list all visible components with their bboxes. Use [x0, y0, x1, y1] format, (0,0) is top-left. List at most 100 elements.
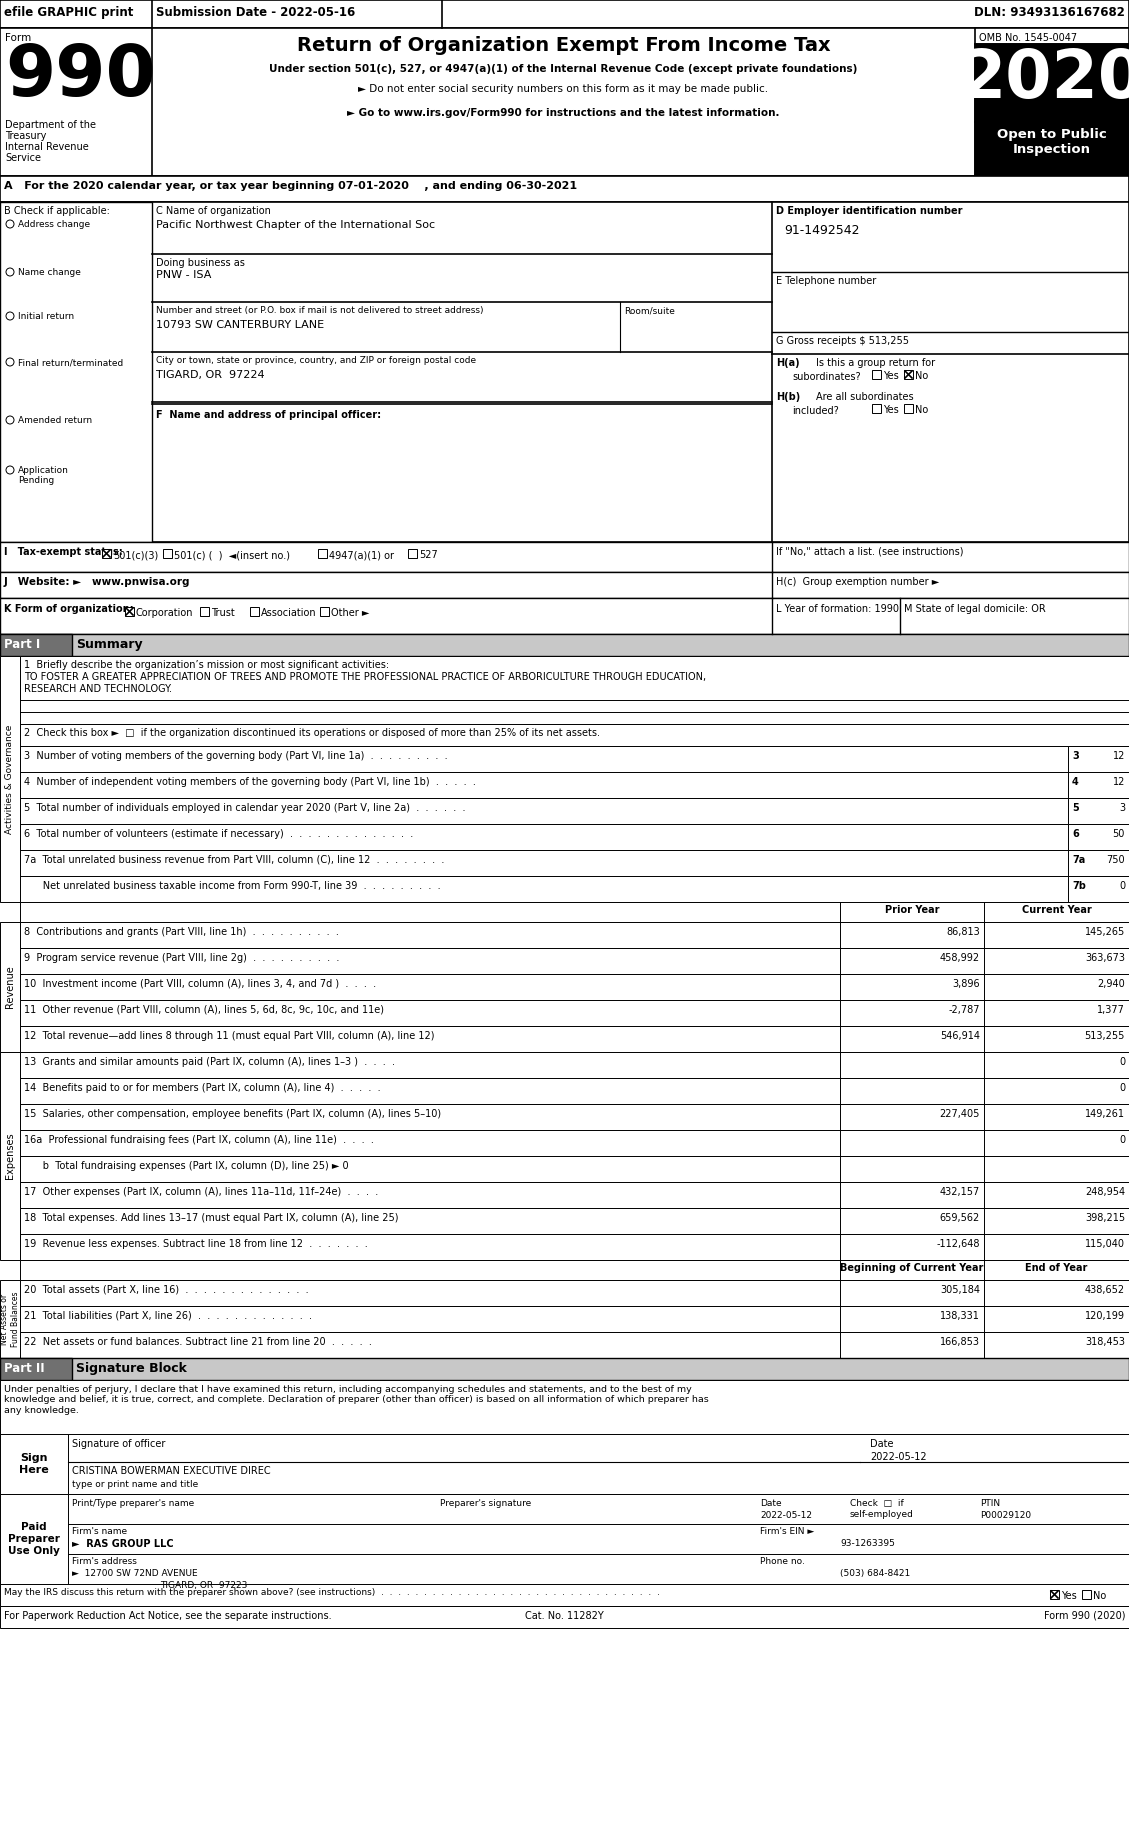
Text: Preparer's signature: Preparer's signature — [440, 1498, 532, 1507]
Bar — [20, 1027, 1129, 1052]
Bar — [20, 1104, 1129, 1131]
Text: Initial return: Initial return — [18, 312, 75, 322]
Text: 3: 3 — [1073, 751, 1078, 762]
Text: 2  Check this box ►  □  if the organization discontinued its operations or dispo: 2 Check this box ► □ if the organization… — [24, 727, 599, 738]
Text: 7a  Total unrelated business revenue from Part VIII, column (C), line 12  .  .  : 7a Total unrelated business revenue from… — [24, 855, 445, 864]
Text: Date: Date — [760, 1498, 781, 1507]
Text: Address change: Address change — [18, 219, 90, 228]
Text: 398,215: 398,215 — [1085, 1213, 1124, 1222]
Text: 19  Revenue less expenses. Subtract line 18 from line 12  .  .  .  .  .  .  .: 19 Revenue less expenses. Subtract line … — [24, 1239, 368, 1250]
Text: TO FOSTER A GREATER APPRECIATION OF TREES AND PROMOTE THE PROFESSIONAL PRACTICE : TO FOSTER A GREATER APPRECIATION OF TREE… — [24, 672, 706, 681]
Bar — [0, 1379, 1129, 1434]
Bar — [904, 404, 913, 413]
Text: 6  Total number of volunteers (estimate if necessary)  .  .  .  .  .  .  .  .  .: 6 Total number of volunteers (estimate i… — [24, 829, 413, 839]
Text: 2,940: 2,940 — [1097, 979, 1124, 988]
Text: H(c)  Group exemption number ►: H(c) Group exemption number ► — [776, 577, 939, 586]
Text: Department of the: Department of the — [5, 121, 96, 130]
Bar — [0, 1052, 20, 1261]
Text: Is this a group return for: Is this a group return for — [816, 358, 935, 367]
Text: 0: 0 — [1119, 1083, 1124, 1093]
Bar — [0, 572, 1129, 597]
Text: 15  Salaries, other compensation, employee benefits (Part IX, column (A), lines : 15 Salaries, other compensation, employe… — [24, 1109, 441, 1118]
Bar — [1068, 850, 1129, 875]
Text: Form: Form — [5, 33, 32, 44]
Text: 990: 990 — [5, 42, 156, 111]
Text: Revenue: Revenue — [5, 966, 15, 1009]
Text: May the IRS discuss this return with the preparer shown above? (see instructions: May the IRS discuss this return with the… — [5, 1588, 659, 1597]
Bar — [20, 948, 1129, 974]
Bar — [0, 923, 20, 1052]
Text: 0: 0 — [1119, 881, 1124, 892]
Text: 438,652: 438,652 — [1085, 1284, 1124, 1295]
Text: 14  Benefits paid to or for members (Part IX, column (A), line 4)  .  .  .  .  .: 14 Benefits paid to or for members (Part… — [24, 1083, 380, 1093]
Text: 3  Number of voting members of the governing body (Part VI, line 1a)  .  .  .  .: 3 Number of voting members of the govern… — [24, 751, 447, 762]
Bar — [20, 798, 1129, 824]
Bar — [0, 1357, 1129, 1379]
Bar — [872, 404, 881, 413]
Text: TIGARD, OR  97224: TIGARD, OR 97224 — [156, 371, 264, 380]
Text: 3: 3 — [1119, 804, 1124, 813]
Bar — [0, 634, 72, 656]
Bar — [20, 824, 1129, 850]
Text: P00029120: P00029120 — [980, 1511, 1031, 1520]
Text: C Name of organization: C Name of organization — [156, 206, 271, 216]
Bar — [20, 974, 1129, 999]
Text: 501(c) (  )  ◄(insert no.): 501(c) ( ) ◄(insert no.) — [174, 550, 290, 561]
Text: Net unrelated business taxable income from Form 990-T, line 39  .  .  .  .  .  .: Net unrelated business taxable income fr… — [24, 881, 440, 892]
Text: Expenses: Expenses — [5, 1133, 15, 1178]
Text: Under section 501(c), 527, or 4947(a)(1) of the Internal Revenue Code (except pr: Under section 501(c), 527, or 4947(a)(1)… — [270, 64, 858, 75]
Text: City or town, state or province, country, and ZIP or foreign postal code: City or town, state or province, country… — [156, 356, 476, 365]
Text: 149,261: 149,261 — [1085, 1109, 1124, 1118]
Bar — [975, 44, 1129, 122]
Bar — [0, 27, 152, 175]
Text: 227,405: 227,405 — [939, 1109, 980, 1118]
Text: Room/suite: Room/suite — [624, 305, 675, 314]
Text: 1  Briefly describe the organization’s mission or most significant activities:: 1 Briefly describe the organization’s mi… — [24, 660, 390, 671]
Bar — [20, 1208, 1129, 1233]
Text: Beginning of Current Year: Beginning of Current Year — [840, 1262, 983, 1273]
Text: OMB No. 1545-0047: OMB No. 1545-0047 — [979, 33, 1077, 44]
Bar — [163, 548, 172, 557]
Bar — [0, 27, 1129, 175]
Bar — [0, 543, 1129, 572]
Text: 145,265: 145,265 — [1085, 926, 1124, 937]
Text: 3,896: 3,896 — [953, 979, 980, 988]
Text: Cat. No. 11282Y: Cat. No. 11282Y — [525, 1611, 604, 1621]
Text: Yes: Yes — [883, 371, 899, 382]
Bar — [0, 203, 1129, 543]
Bar — [20, 1233, 1129, 1261]
Text: Application
Pending: Application Pending — [18, 466, 69, 486]
Text: Part I: Part I — [5, 638, 41, 650]
Text: Form 990 (2020): Form 990 (2020) — [1043, 1611, 1124, 1621]
Text: Firm's EIN ►: Firm's EIN ► — [760, 1527, 814, 1537]
Text: CRISTINA BOWERMAN EXECUTIVE DIREC: CRISTINA BOWERMAN EXECUTIVE DIREC — [72, 1465, 271, 1476]
Text: DLN: 93493136167682: DLN: 93493136167682 — [974, 5, 1124, 18]
Text: 501(c)(3): 501(c)(3) — [113, 550, 158, 561]
Text: Service: Service — [5, 153, 41, 163]
Bar — [904, 371, 913, 378]
Text: RESEARCH AND TECHNOLOGY.: RESEARCH AND TECHNOLOGY. — [24, 683, 172, 694]
Bar — [318, 548, 327, 557]
Text: 91-1492542: 91-1492542 — [784, 225, 859, 238]
Text: 0: 0 — [1119, 1058, 1124, 1067]
Text: ► Go to www.irs.gov/Form990 for instructions and the latest information.: ► Go to www.irs.gov/Form990 for instruct… — [348, 108, 780, 119]
Bar — [20, 1052, 1129, 1078]
Text: L Year of formation: 1990: L Year of formation: 1990 — [776, 605, 899, 614]
Bar — [872, 371, 881, 378]
Bar — [0, 1281, 20, 1357]
Bar — [20, 656, 1129, 723]
Text: 10793 SW CANTERBURY LANE: 10793 SW CANTERBURY LANE — [156, 320, 324, 331]
Text: 93-1263395: 93-1263395 — [840, 1538, 895, 1547]
Text: A   For the 2020 calendar year, or tax year beginning 07-01-2020    , and ending: A For the 2020 calendar year, or tax yea… — [5, 181, 577, 192]
Bar — [1068, 745, 1129, 773]
Bar — [250, 607, 259, 616]
Text: No: No — [914, 406, 928, 415]
Bar — [0, 1494, 68, 1584]
Text: Under penalties of perjury, I declare that I have examined this return, includin: Under penalties of perjury, I declare th… — [5, 1385, 709, 1414]
Text: 363,673: 363,673 — [1085, 954, 1124, 963]
Text: 115,040: 115,040 — [1085, 1239, 1124, 1250]
Text: -112,648: -112,648 — [936, 1239, 980, 1250]
Text: type or print name and title: type or print name and title — [72, 1480, 199, 1489]
Text: 12: 12 — [1112, 776, 1124, 787]
Text: 1,377: 1,377 — [1097, 1005, 1124, 1016]
